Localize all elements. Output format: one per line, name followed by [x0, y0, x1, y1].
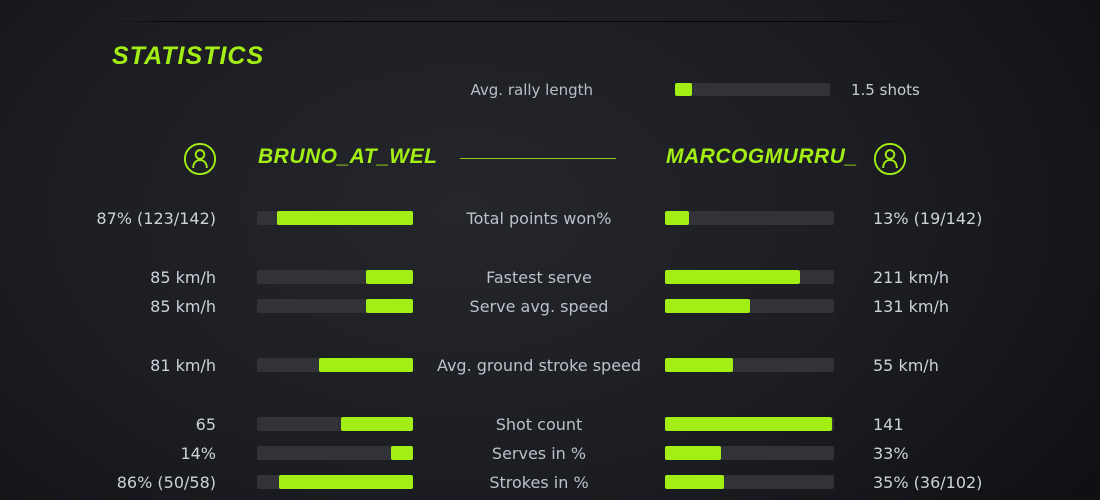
right-player-bar: [665, 211, 834, 225]
right-player-bar: [665, 446, 834, 460]
left-player-value: 65: [195, 414, 216, 434]
stat-row-strokes-in: 86% (50/58) Strokes in % 35% (36/102): [0, 468, 1100, 496]
right-player-bar: [665, 270, 834, 284]
left-bar-fill: [391, 446, 413, 460]
left-player-bar: [257, 299, 413, 313]
right-player-value: 141: [873, 414, 904, 434]
left-player-name: BRUNO_AT_WEL: [258, 145, 438, 168]
right-player-name: MARCOGMURRU_: [666, 145, 858, 168]
page-title: STATISTICS: [112, 42, 265, 70]
stat-label: Shot count: [495, 414, 583, 434]
left-bar-fill: [278, 475, 413, 489]
stat-row-fastest-serve: 85 km/h Fastest serve 211 km/h: [0, 263, 1100, 291]
right-player-value: 211 km/h: [873, 267, 950, 287]
stat-label: Avg. ground stroke speed: [436, 355, 642, 375]
right-bar-fill: [665, 270, 801, 284]
left-player-bar: [257, 358, 413, 372]
left-player-bar: [257, 270, 413, 284]
left-player-value: 86% (50/58): [116, 472, 216, 492]
left-bar-fill: [319, 358, 413, 372]
right-player-bar: [665, 299, 834, 313]
stat-label: Serve avg. speed: [469, 296, 609, 316]
stat-label: Total points won%: [466, 208, 612, 228]
right-player-bar: [665, 475, 834, 489]
top-divider-line: [108, 21, 923, 22]
right-bar-fill: [665, 211, 689, 225]
stat-row-serve-avg-speed: 85 km/h Serve avg. speed 131 km/h: [0, 292, 1100, 320]
right-player-value: 35% (36/102): [873, 472, 983, 492]
left-bar-fill: [341, 417, 413, 431]
player-icon: [873, 142, 907, 176]
left-player-value: 14%: [180, 443, 216, 463]
stat-label: Fastest serve: [486, 267, 592, 287]
right-player-value: 33%: [873, 443, 909, 463]
left-player-bar: [257, 417, 413, 431]
left-player-bar: [257, 211, 413, 225]
right-bar-fill: [665, 358, 733, 372]
right-player-value: 131 km/h: [873, 296, 950, 316]
left-player-value: 81 km/h: [150, 355, 216, 375]
left-player-bar: [257, 446, 413, 460]
name-divider-line: [460, 158, 616, 159]
rally-length-bar: [675, 83, 830, 96]
right-bar-fill: [665, 446, 721, 460]
stat-row-serves-in: 14% Serves in % 33%: [0, 439, 1100, 467]
left-player-value: 85 km/h: [150, 267, 216, 287]
left-bar-fill: [277, 211, 413, 225]
rally-length-label: Avg. rally length: [470, 81, 593, 99]
stat-row-total-points: 87% (123/142) Total points won% 13% (19/…: [0, 204, 1100, 232]
left-bar-fill: [366, 299, 413, 313]
stat-label: Strokes in %: [489, 472, 589, 492]
stat-label: Serves in %: [491, 443, 587, 463]
left-bar-fill: [366, 270, 413, 284]
right-player-value: 13% (19/142): [873, 208, 983, 228]
player-icon: [183, 142, 217, 176]
right-bar-fill: [665, 475, 725, 489]
rally-length-bar-fill: [675, 83, 693, 96]
rally-length-value: 1.5 shots: [851, 81, 920, 99]
left-player-value: 85 km/h: [150, 296, 216, 316]
left-player-bar: [257, 475, 413, 489]
left-player-value: 87% (123/142): [96, 208, 216, 228]
right-player-value: 55 km/h: [873, 355, 939, 375]
right-player-bar: [665, 358, 834, 372]
stat-row-shot-count: 65 Shot count 141: [0, 410, 1100, 438]
right-player-bar: [665, 417, 834, 431]
stat-row-ground-stroke-speed: 81 km/h Avg. ground stroke speed 55 km/h: [0, 351, 1100, 379]
players-header: BRUNO_AT_WEL MARCOGMURRU_: [0, 140, 1100, 178]
right-bar-fill: [665, 417, 833, 431]
right-bar-fill: [665, 299, 750, 313]
